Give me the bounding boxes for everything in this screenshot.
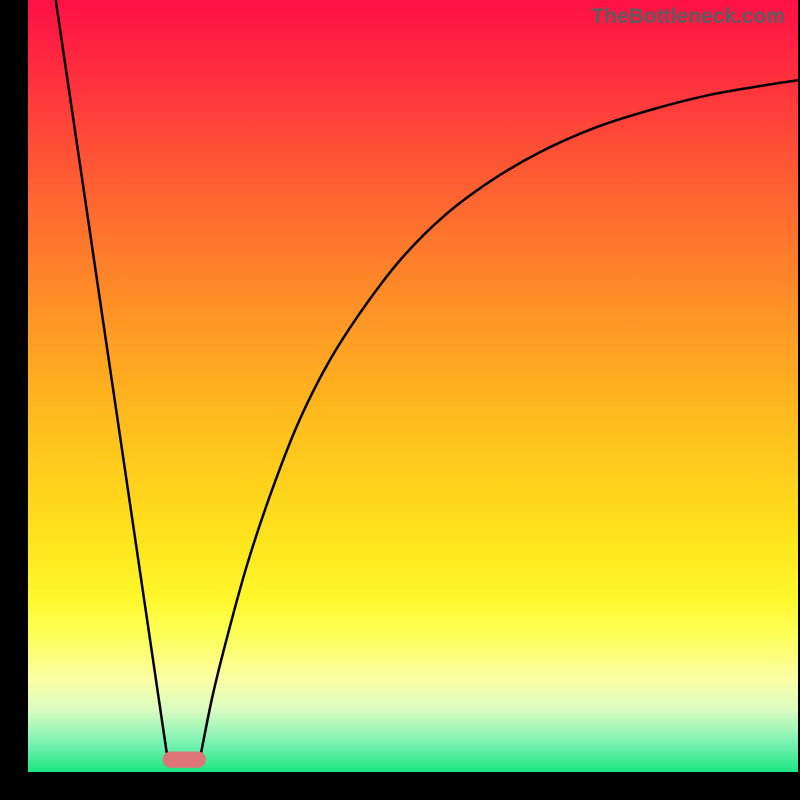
bottleneck-marker: [163, 752, 206, 768]
plot-background: [28, 0, 798, 772]
chart-container: TheBottleneck.com: [0, 0, 800, 800]
bottleneck-curve-chart: [0, 0, 800, 800]
